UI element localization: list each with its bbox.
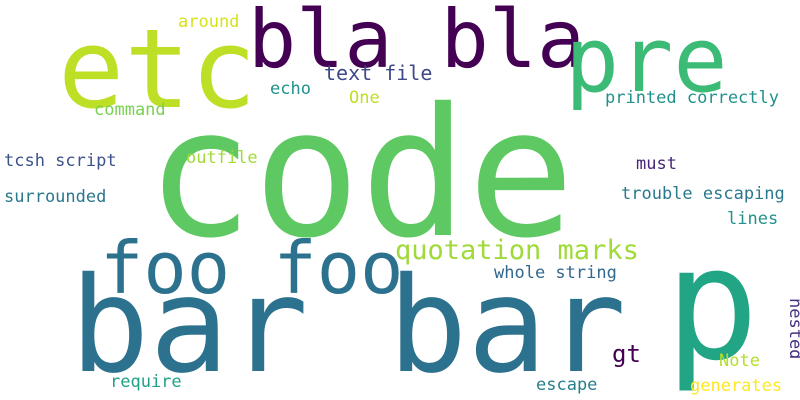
word-generates: generates — [690, 376, 783, 396]
word-bar-bar: bar bar — [70, 249, 627, 400]
word-nested: nested — [785, 298, 800, 360]
word-etc: etc — [58, 5, 257, 133]
word-note: Note — [719, 351, 760, 371]
word-surrounded: surrounded — [4, 187, 107, 207]
word-pre: pre — [565, 8, 728, 113]
word-whole-string: whole string — [494, 263, 617, 283]
word-tcsh-script: tcsh script — [4, 151, 117, 171]
word-foo-foo: foo foo — [100, 226, 404, 310]
word-text-file: text file — [324, 61, 433, 85]
word-echo: echo — [270, 79, 311, 99]
word-bla-bla: bla bla — [248, 0, 586, 86]
word-around: around — [178, 12, 240, 32]
word-outfile: outfile — [186, 148, 258, 168]
word-command: command — [94, 100, 166, 120]
word-one: One — [349, 88, 380, 108]
word-gt: gt — [612, 340, 641, 368]
word-p: p — [665, 213, 759, 395]
word-printed-correctly: printed correctly — [605, 88, 779, 108]
word-require: require — [110, 372, 182, 392]
word-quotation-marks: quotation marks — [395, 235, 639, 266]
word-trouble-escaping: trouble escaping — [621, 184, 785, 204]
word-lines: lines — [727, 209, 779, 229]
word-escape: escape — [536, 375, 598, 395]
word-must: must — [636, 154, 677, 174]
word-code: code — [146, 70, 575, 277]
